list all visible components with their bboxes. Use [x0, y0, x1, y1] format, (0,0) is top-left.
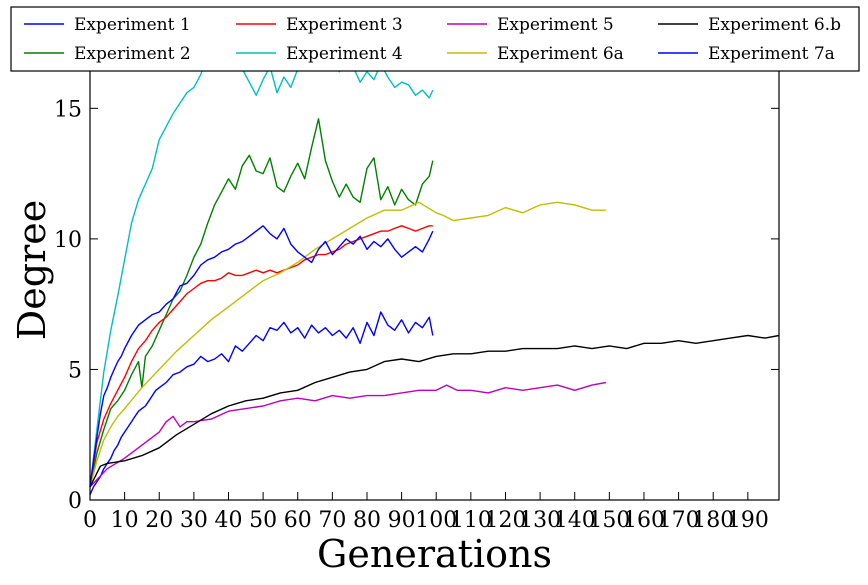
legend-label: Experiment 3 — [286, 15, 403, 35]
x-tick-label: 150 — [588, 508, 630, 533]
legend-label: Experiment 1 — [74, 15, 191, 35]
legend-label: Experiment 7a — [708, 44, 835, 64]
y-tick-label: 15 — [54, 97, 82, 122]
y-axis-title: Degree — [10, 200, 54, 340]
legend-label: Experiment 6a — [497, 44, 624, 64]
legend-entry: Experiment 5 — [447, 15, 614, 35]
y-tick-label: 5 — [68, 358, 82, 383]
legend-entry: Experiment 3 — [236, 15, 403, 35]
legend-entry: Experiment 6.b — [658, 15, 841, 35]
legend-entry: Experiment 6a — [447, 44, 624, 64]
x-tick-label: 80 — [353, 508, 381, 533]
legend-entry: Experiment 4 — [236, 44, 403, 64]
series-layer — [89, 29, 780, 496]
legend-label: Experiment 4 — [286, 44, 403, 64]
y-tick-label: 10 — [54, 228, 82, 253]
series-line-5 — [89, 381, 607, 488]
plot-frame — [89, 29, 780, 501]
x-axis-title: Generations — [317, 532, 552, 576]
x-tick-label: 10 — [111, 508, 139, 533]
x-tick-label: 180 — [692, 508, 734, 533]
series-line-7 — [89, 334, 780, 488]
series-line-8 — [89, 225, 434, 487]
legend-entry: Experiment 2 — [24, 44, 191, 64]
legend-box — [10, 6, 860, 72]
series-line-1 — [89, 311, 434, 496]
x-tick-label: 190 — [727, 508, 769, 533]
x-tick-label: 120 — [484, 508, 526, 533]
legend-label: Experiment 6.b — [708, 15, 841, 35]
ticks-layer: 0 10 20 30 40 50 60 70 80 90 100110120130140150160… — [54, 30, 779, 533]
series-line-3 — [89, 225, 433, 488]
x-tick-label: 140 — [554, 508, 596, 533]
x-tick-label: 100 — [415, 508, 457, 533]
x-tick-label: 130 — [519, 508, 561, 533]
x-tick-label: 110 — [450, 508, 492, 533]
x-tick-label: 30 — [180, 508, 208, 533]
legend-entry: Experiment 1 — [24, 15, 191, 35]
legend-label: Experiment 2 — [74, 44, 191, 64]
series-line-4 — [89, 29, 434, 487]
x-tick-label: 40 — [214, 508, 242, 533]
x-tick-label: 50 — [249, 508, 277, 533]
x-tick-label: 60 — [284, 508, 312, 533]
legend-label: Experiment 5 — [497, 15, 614, 35]
x-tick-label: 160 — [623, 508, 665, 533]
y-tick-label: 0 — [68, 489, 82, 514]
x-tick-label: 0 — [83, 508, 97, 533]
series-line-2 — [89, 118, 434, 488]
x-tick-label: 70 — [318, 508, 346, 533]
legend: Experiment 1 Experiment 2 Experiment 3 Expe… — [10, 6, 860, 72]
legend-entry: Experiment 7a — [658, 44, 835, 64]
x-tick-label: 170 — [658, 508, 700, 533]
x-tick-label: 20 — [145, 508, 173, 533]
x-tick-label: 90 — [388, 508, 416, 533]
legend-items: Experiment 1 Experiment 2 Experiment 3 Expe… — [24, 15, 841, 64]
series-line-6 — [89, 201, 606, 488]
